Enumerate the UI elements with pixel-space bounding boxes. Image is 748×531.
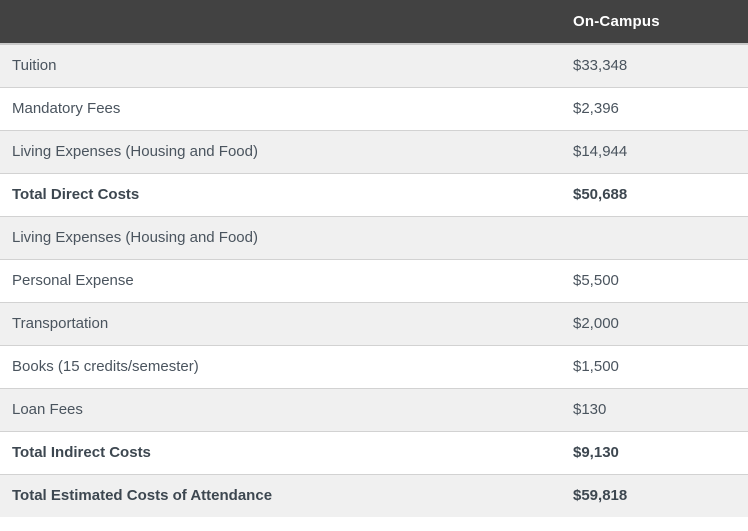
cost-of-attendance-table: On-Campus Tuition $33,348 Mandatory Fees $2… [0,0,748,517]
table-row: Personal Expense $5,500 [0,258,748,302]
row-label-cell: Mandatory Fees [0,86,561,130]
table-row: Tuition $33,348 [0,44,748,87]
table-row: Books (15 credits/semester) $1,500 [0,344,748,388]
row-value-cell: $33,348 [573,57,628,75]
row-label-cell: Personal Expense [0,258,561,302]
row-value-cell: $9,130 [561,430,748,474]
row-value-cell: $2,396 [561,86,748,130]
table-row: Total Estimated Costs of Attendance $59,8… [0,473,748,517]
row-label-cell: Loan Fees [0,387,561,431]
row-value-cell: $14,944 [561,129,748,173]
row-value-cell: $2,000 [561,301,748,345]
table-row: Living Expenses (Housing and Food) [0,215,748,259]
table-row: Loan Fees $130 [0,387,748,431]
row-label-cell: Transportation [0,301,561,345]
row-label-cell: Living Expenses (Housing and Food) [0,215,561,259]
table-row: Living Expenses (Housing and Food) $14,94… [0,129,748,173]
label-column-header [0,0,561,45]
row-label-cell: Living Expenses (Housing and Food) [0,129,561,173]
table-row: Total Indirect Costs $9,130 [0,430,748,474]
row-value-cell: $59,818 [561,473,748,517]
row-label-cell: Total Indirect Costs [0,430,561,474]
on-campus-column-header: On-Campus [561,0,748,45]
table-header-row: On-Campus [0,0,748,45]
table-row: Mandatory Fees $2,396 [0,86,748,130]
row-label-cell: Total Estimated Costs of Attendance [0,473,561,517]
row-label-cell: Total Direct Costs [0,172,561,216]
row-value-cell: $5,500 [561,258,748,302]
row-value-cell: $130 [561,387,748,431]
row-value-cell: $1,500 [561,344,748,388]
row-label-cell: Tuition [12,57,57,75]
table-body: Tuition $33,348 Mandatory Fees $2,396 Living… [0,44,748,517]
row-label-cell: Books (15 credits/semester) [0,344,561,388]
table-row: Transportation $2,000 [0,301,748,345]
table-row: Total Direct Costs $50,688 [0,172,748,216]
row-value-cell: $50,688 [561,172,748,216]
row-value-cell [561,215,748,259]
